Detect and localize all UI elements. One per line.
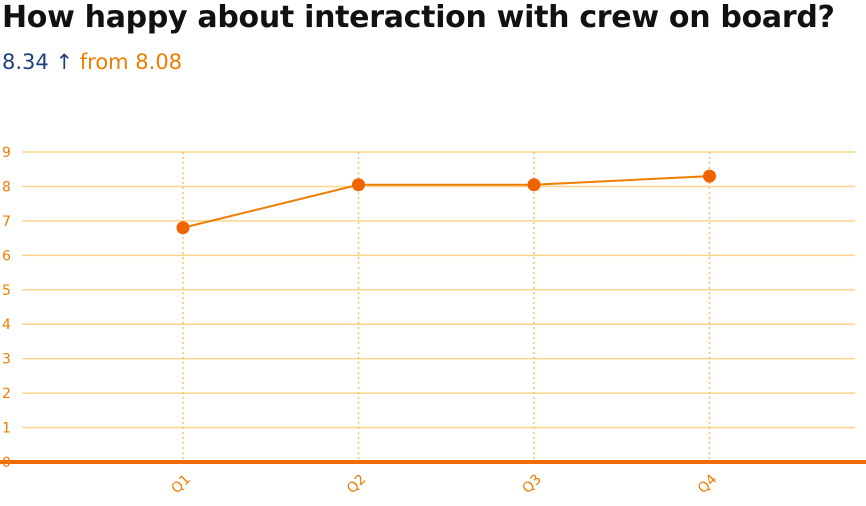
x-axis-ticks: Q1 Q2 Q3 Q4 xyxy=(168,471,720,496)
x-tick-label: Q2 xyxy=(344,472,369,497)
y-tick-label: 5 xyxy=(2,283,11,299)
y-tick-label: 6 xyxy=(2,248,11,264)
y-tick-label: 3 xyxy=(2,352,11,368)
series-polyline xyxy=(182,175,710,229)
previous-score: from 8.08 xyxy=(79,50,183,74)
series-line xyxy=(182,175,710,229)
y-tick-label: 4 xyxy=(2,317,11,333)
y-tick-label: 7 xyxy=(2,214,11,230)
y-tick-label: 0 xyxy=(2,455,11,471)
data-point xyxy=(352,178,365,192)
chart-title: How happy about interaction with crew on… xyxy=(2,0,835,35)
data-points xyxy=(176,169,716,235)
y-tick-label: 8 xyxy=(2,179,11,195)
data-point xyxy=(176,221,190,235)
trend-up-icon: ↑ xyxy=(55,50,74,74)
y-tick-label: 1 xyxy=(2,421,11,437)
x-tick-label: Q1 xyxy=(168,472,193,497)
y-axis-ticks: 0 1 2 3 4 5 6 7 8 9 xyxy=(2,145,11,471)
data-point xyxy=(527,178,541,192)
x-tick-label: Q3 xyxy=(519,472,544,497)
category-grid-lines xyxy=(182,152,711,462)
y-tick-label: 2 xyxy=(2,386,11,402)
score-summary: 8.34 ↑ from 8.08 xyxy=(2,50,182,74)
grid-lines xyxy=(0,151,866,464)
data-point xyxy=(703,169,716,183)
y-tick-label: 9 xyxy=(2,145,11,161)
x-tick-label: Q4 xyxy=(695,471,720,496)
current-score: 8.34 xyxy=(2,50,49,74)
